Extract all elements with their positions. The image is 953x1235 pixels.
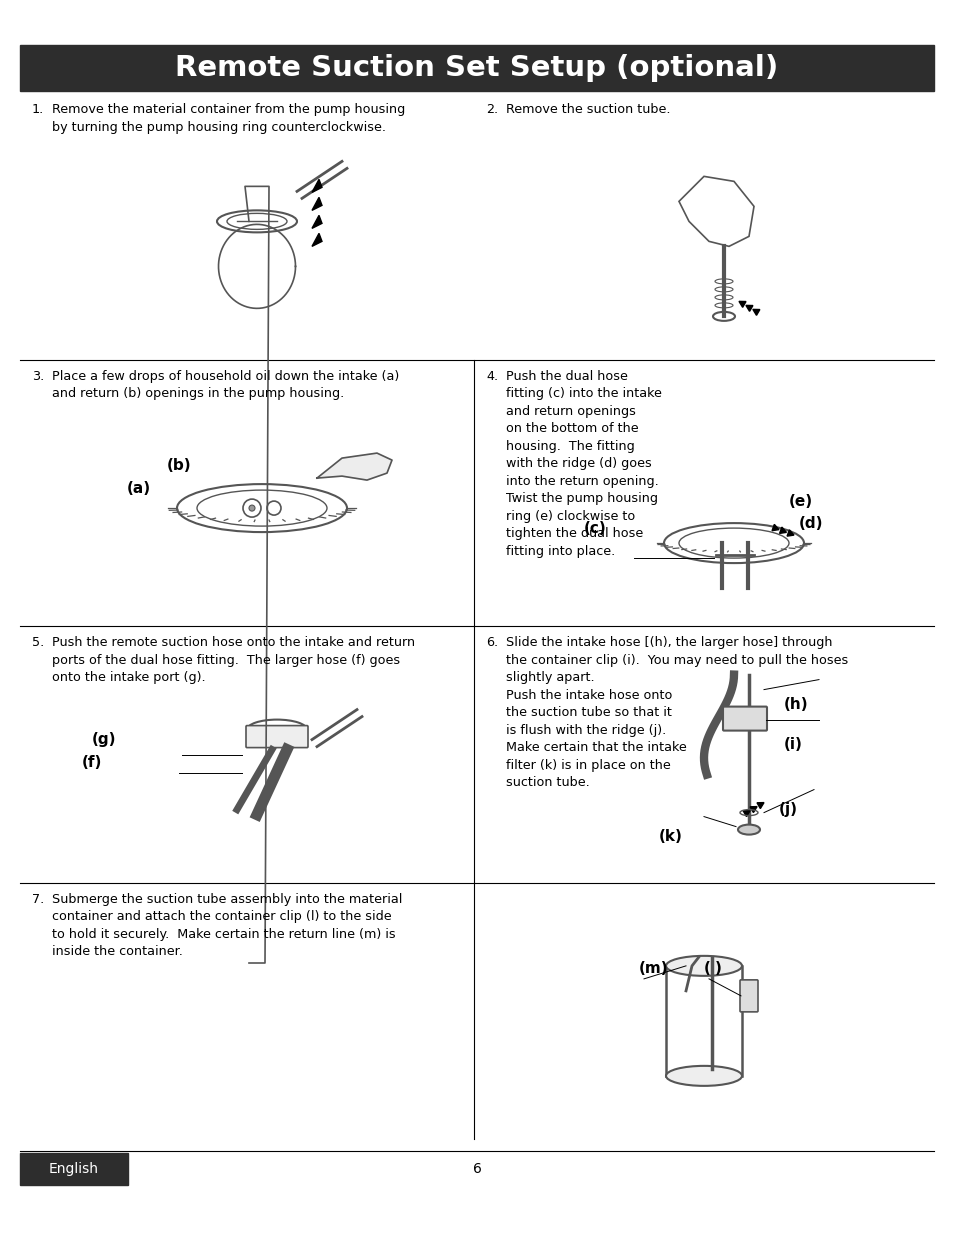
- Polygon shape: [316, 453, 392, 480]
- Text: (e): (e): [788, 494, 812, 509]
- Polygon shape: [749, 806, 757, 813]
- Polygon shape: [745, 305, 752, 311]
- Text: Remove the material container from the pump housing
by turning the pump housing : Remove the material container from the p…: [52, 103, 405, 133]
- Text: (k): (k): [659, 829, 682, 844]
- Polygon shape: [312, 215, 322, 228]
- FancyBboxPatch shape: [246, 726, 308, 747]
- Text: 4.: 4.: [485, 369, 497, 383]
- Ellipse shape: [738, 825, 760, 835]
- Text: 5.: 5.: [32, 636, 44, 650]
- Circle shape: [249, 505, 254, 511]
- Text: (m): (m): [639, 961, 668, 977]
- Bar: [20, 1153, 128, 1186]
- Polygon shape: [312, 198, 322, 210]
- Text: (a): (a): [127, 480, 151, 495]
- Ellipse shape: [665, 1066, 741, 1086]
- Polygon shape: [771, 525, 779, 531]
- Text: 2.: 2.: [485, 103, 497, 116]
- Text: Submerge the suction tube assembly into the material
container and attach the co: Submerge the suction tube assembly into …: [52, 893, 402, 958]
- Text: Slide the intake hose [(h), the larger hose] through
the container clip (i).  Yo: Slide the intake hose [(h), the larger h…: [505, 636, 847, 789]
- Text: 7.: 7.: [32, 893, 44, 905]
- Text: Remote Suction Set Setup (optional): Remote Suction Set Setup (optional): [175, 54, 778, 82]
- FancyBboxPatch shape: [722, 706, 766, 731]
- Text: (h): (h): [783, 697, 808, 713]
- Text: (f): (f): [82, 755, 102, 771]
- Ellipse shape: [665, 956, 741, 976]
- Text: 6: 6: [472, 1162, 481, 1176]
- FancyBboxPatch shape: [740, 979, 758, 1011]
- Polygon shape: [757, 803, 763, 809]
- Polygon shape: [312, 233, 322, 246]
- Polygon shape: [779, 527, 785, 534]
- Text: English: English: [49, 1162, 99, 1176]
- Polygon shape: [752, 309, 759, 315]
- Polygon shape: [742, 810, 749, 816]
- Text: 1.: 1.: [32, 103, 44, 116]
- Text: Push the dual hose
fitting (c) into the intake
and return openings
on the bottom: Push the dual hose fitting (c) into the …: [505, 369, 661, 558]
- Text: (i): (i): [783, 737, 802, 752]
- Text: Remove the suction tube.: Remove the suction tube.: [505, 103, 670, 116]
- Polygon shape: [739, 301, 745, 308]
- Polygon shape: [312, 179, 322, 193]
- Polygon shape: [786, 530, 793, 536]
- Text: (c): (c): [583, 521, 606, 536]
- Text: 6.: 6.: [485, 636, 497, 650]
- Text: 3.: 3.: [32, 369, 44, 383]
- Text: Push the remote suction hose onto the intake and return
ports of the dual hose f: Push the remote suction hose onto the in…: [52, 636, 415, 684]
- Text: (b): (b): [167, 458, 192, 473]
- Text: (d): (d): [799, 515, 822, 531]
- Text: (j): (j): [779, 802, 797, 818]
- Text: Place a few drops of household oil down the intake (a)
and return (b) openings i: Place a few drops of household oil down …: [52, 369, 399, 400]
- Text: (l): (l): [703, 961, 722, 977]
- Text: (g): (g): [91, 732, 116, 747]
- Bar: [20, 44, 933, 91]
